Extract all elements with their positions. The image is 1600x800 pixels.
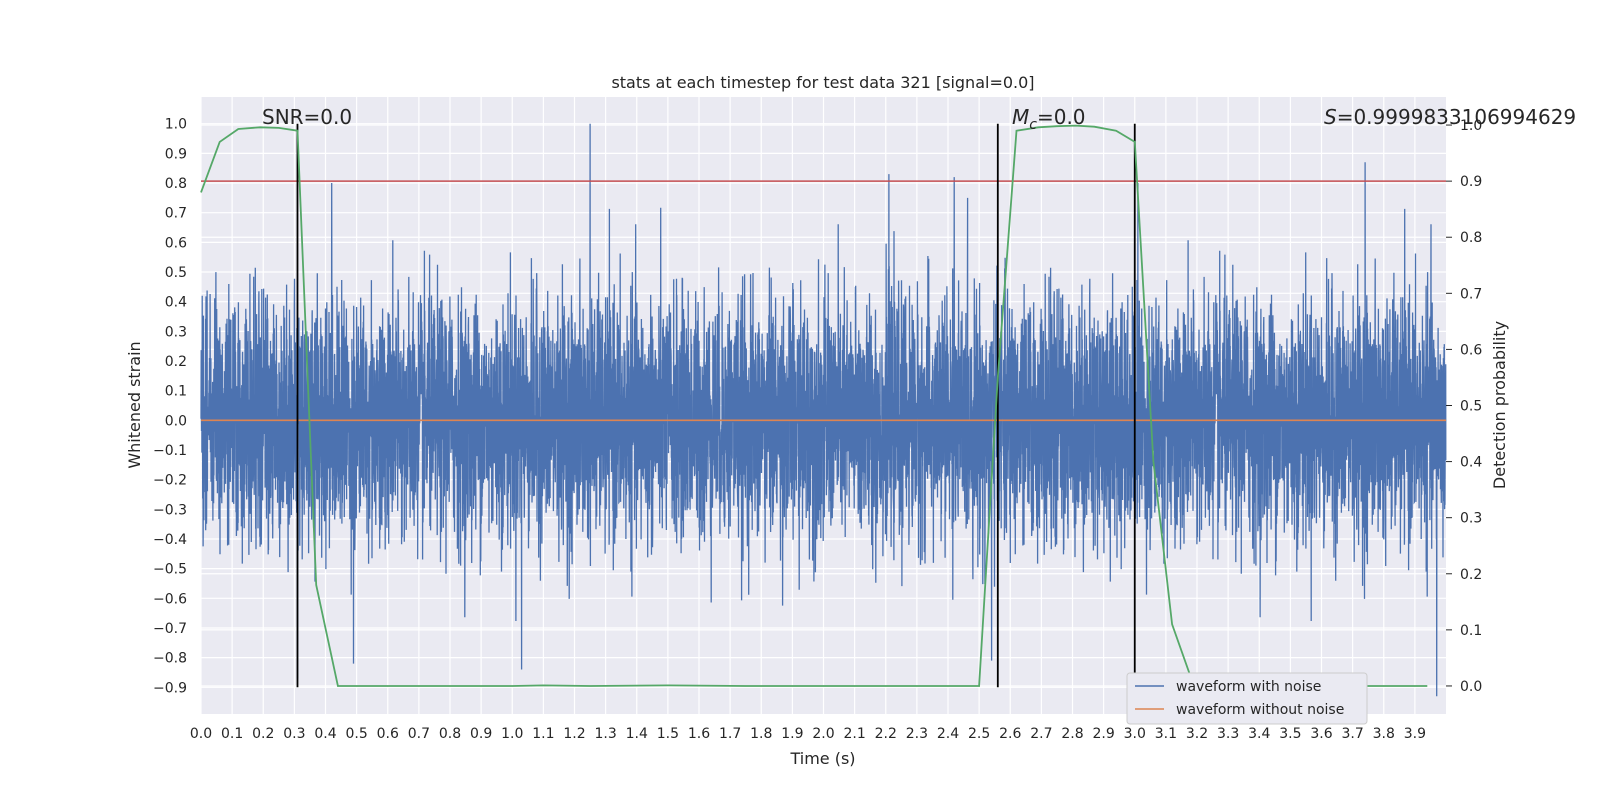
x-tick-label: 1.8 — [750, 726, 772, 742]
x-tick-label: 0.0 — [190, 726, 212, 742]
y2-tick-labels: 0.0 0.1 0.2 0.3 0.4 0.5 0.6 0.7 0.8 0.9 1.0 — [1446, 118, 1482, 695]
x-tick-label: 2.1 — [843, 726, 865, 742]
x-tick-label: 2.7 — [1030, 726, 1052, 742]
x-tick-label: 2.9 — [1092, 726, 1114, 742]
x-tick-labels: 0.0 0.1 0.2 0.3 0.4 0.5 0.6 0.7 0.8 0.9 1.0 1.1 1.2 1… — [190, 726, 1426, 742]
y2-tick-label: 0.7 — [1460, 286, 1482, 302]
x-tick-label: 0.3 — [283, 726, 305, 742]
y2-axis-label: Detection probability — [1490, 321, 1509, 489]
y-tick-label: 0.0 — [165, 413, 187, 429]
y2-tick-label: 0.0 — [1460, 679, 1482, 695]
x-tick-label: 0.5 — [345, 726, 367, 742]
y2-tick-label: 1.0 — [1460, 118, 1482, 134]
y2-tick-label: 0.1 — [1460, 623, 1482, 639]
y2-tick-label: 0.6 — [1460, 342, 1482, 358]
mc-symbol: M — [1012, 105, 1029, 129]
x-tick-label: 2.0 — [812, 726, 834, 742]
x-tick-label: 1.0 — [501, 726, 523, 742]
y2-tick-label: 0.5 — [1460, 399, 1482, 415]
chart-title: stats at each timestep for test data 321… — [611, 73, 1034, 92]
y-tick-label: 0.9 — [165, 146, 187, 162]
y-tick-label: 0.6 — [165, 235, 187, 251]
x-tick-label: 1.9 — [781, 726, 803, 742]
y-tick-label: 0.8 — [165, 176, 187, 192]
y-axis-label: Whitened strain — [125, 341, 144, 468]
x-tick-label: 0.2 — [252, 726, 274, 742]
detection-probability-series — [200, 124, 1428, 687]
mc-annotation: Mc=0.0 — [1012, 105, 1086, 133]
snr-annotation: SNR=0.0 — [262, 105, 352, 129]
x-tick-label: 3.6 — [1310, 726, 1332, 742]
x-tick-label: 0.1 — [221, 726, 243, 742]
x-tick-label: 1.5 — [657, 726, 679, 742]
x-tick-label: 2.3 — [906, 726, 928, 742]
x-tick-label: 3.0 — [1124, 726, 1146, 742]
y2-tick-label: 0.3 — [1460, 511, 1482, 527]
x-tick-label: 3.9 — [1404, 726, 1426, 742]
x-tick-label: 3.3 — [1217, 726, 1239, 742]
y-tick-label: 0.3 — [165, 324, 187, 340]
y-tick-label: 0.1 — [165, 384, 187, 400]
x-tick-label: 3.1 — [1155, 726, 1177, 742]
y-tick-label: 1.0 — [165, 117, 187, 133]
x-tick-label: 3.8 — [1373, 726, 1395, 742]
y-tick-label: −0.1 — [153, 443, 187, 459]
mc-value: =0.0 — [1037, 105, 1086, 129]
x-tick-label: 1.7 — [719, 726, 741, 742]
y-tick-label: −0.8 — [153, 651, 187, 667]
legend: waveform with noise waveform without noi… — [1126, 672, 1368, 725]
x-tick-label: 3.4 — [1248, 726, 1270, 742]
x-tick-label: 2.6 — [999, 726, 1021, 742]
x-tick-label: 0.6 — [377, 726, 399, 742]
x-tick-label: 0.7 — [408, 726, 430, 742]
y-tick-label: −0.6 — [153, 591, 187, 607]
legend-label-noise: waveform with noise — [1176, 679, 1321, 695]
y-tick-label: 0.4 — [165, 295, 187, 311]
x-tick-label: 3.5 — [1279, 726, 1301, 742]
legend-label-clean: waveform without noise — [1176, 702, 1344, 718]
y-tick-label: 0.7 — [165, 206, 187, 222]
x-tick-label: 3.2 — [1186, 726, 1208, 742]
x-tick-label: 0.4 — [314, 726, 336, 742]
y2-tick-label: 0.4 — [1460, 455, 1482, 471]
x-axis-label: Time (s) — [789, 749, 855, 768]
x-tick-label: 2.2 — [875, 726, 897, 742]
s-annotation: S=0.9999833106994629 — [1324, 105, 1576, 129]
legend-box — [1126, 672, 1368, 725]
x-tick-label: 0.9 — [470, 726, 492, 742]
y2-tick-label: 0.8 — [1460, 230, 1482, 246]
y-tick-label: −0.7 — [153, 621, 187, 637]
x-tick-label: 2.8 — [1061, 726, 1083, 742]
x-tick-label: 1.4 — [626, 726, 648, 742]
detection-probability-line — [200, 124, 1428, 687]
s-value: =0.9999833106994629 — [1337, 105, 1576, 129]
y-tick-label: −0.3 — [153, 502, 187, 518]
mc-subscript: c — [1029, 117, 1037, 133]
x-tick-label: 0.8 — [439, 726, 461, 742]
y2-tick-label: 0.2 — [1460, 567, 1482, 583]
y-tick-label: 0.2 — [165, 354, 187, 370]
x-tick-label: 1.1 — [532, 726, 554, 742]
y-tick-label: −0.5 — [153, 562, 187, 578]
y-tick-label: −0.2 — [153, 473, 187, 489]
s-symbol: S — [1324, 105, 1337, 129]
x-tick-label: 2.5 — [968, 726, 990, 742]
x-tick-label: 1.3 — [594, 726, 616, 742]
x-tick-label: 1.2 — [563, 726, 585, 742]
y-tick-label: −0.9 — [153, 680, 187, 696]
y-tick-label: −0.4 — [153, 532, 187, 548]
y-tick-label: 0.5 — [165, 265, 187, 281]
y2-tick-label: 0.9 — [1460, 174, 1482, 190]
vertical-markers — [296, 123, 1136, 688]
x-tick-label: 2.4 — [937, 726, 959, 742]
y-tick-labels: −0.9 −0.8 −0.7 −0.6 −0.5 −0.4 −0.3 −0.2 −0.1 0.0 0… — [153, 117, 187, 697]
x-tick-label: 3.7 — [1341, 726, 1363, 742]
x-tick-label: 1.6 — [688, 726, 710, 742]
